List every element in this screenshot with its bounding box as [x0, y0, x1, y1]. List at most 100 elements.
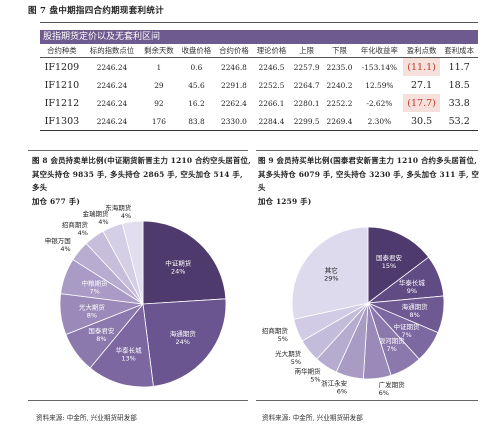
- slice-label: 招商期货 4%: [62, 220, 89, 237]
- caption-line: 加仓 1259 手): [258, 196, 312, 206]
- caption-line: 图 8 会员持卖单比例(中证期货新晋主力 1210 合约空头居首位,: [32, 156, 251, 165]
- table-cell: 11.7: [448, 61, 470, 73]
- slice-label: 招商期货 5%: [262, 326, 289, 343]
- col-header: 收盘价格: [177, 44, 216, 58]
- slice-label: 中证期货 7%: [394, 322, 421, 339]
- slice-label: 广发期货 6%: [379, 380, 406, 395]
- pie-slice: [291, 226, 369, 320]
- pie-slice: [121, 220, 144, 305]
- slice-label: 华泰长城 9%: [399, 278, 426, 295]
- col-header: 上限: [290, 44, 324, 58]
- table-cell: 2252.5: [258, 80, 285, 90]
- table-header-row: 合约种类 标的指数点位 剩余天数 收盘价格 合约价格 理论价格 上限 下限 年化…: [40, 44, 478, 58]
- figure9-pie-chart: 国泰君安 15% 华泰长城 9% 海通期货 8% 中证期货 7%银河期货 7% 广发期货 6% 浙江永…: [262, 226, 445, 395]
- slice-label: 银河期货 7%: [379, 336, 406, 353]
- table-cell: 18.5: [448, 79, 470, 91]
- table-banner: 股指期货定价以及无套利区间: [40, 30, 478, 44]
- table-cell: 2235.0: [326, 62, 353, 72]
- col-header: 合约价格: [215, 44, 253, 58]
- caption-line: 其多头持仓 6079 手, 空头持仓 3230 手, 多头加仓 311 手, 空…: [258, 169, 480, 193]
- slice-label: 海通期货 24%: [170, 329, 197, 346]
- table-cell: 2266.1: [258, 98, 285, 108]
- slice-label: 其它 29%: [324, 266, 338, 283]
- table-cell: 2269.4: [323, 112, 356, 131]
- table-cell: 0.6: [190, 62, 203, 72]
- table-cell: 2291.8: [221, 80, 247, 90]
- table-cell: 2264.7: [293, 80, 320, 90]
- slice-label: 中粮期货 7%: [82, 279, 109, 296]
- arbitrage-table: 合约种类 标的指数点位 剩余天数 收盘价格 合约价格 理论价格 上限 下限 年化…: [40, 44, 478, 131]
- caption-line: 其空头持仓 9835 手, 多头持仓 2865 手, 空头加仓 514 手, 多…: [32, 169, 243, 193]
- table-cell: 2.30%: [355, 112, 403, 131]
- col-header: 理论价格: [252, 44, 291, 58]
- table-cell: 2246.8: [221, 62, 247, 72]
- slice-label: 南华期货 5%: [295, 367, 322, 384]
- pie-slice: [89, 303, 154, 388]
- table-cell: 2280.1: [293, 98, 320, 108]
- table-cell: 30.5: [402, 112, 441, 131]
- table-cell: 33.8: [448, 97, 470, 109]
- slice-label: 光大期货 5%: [275, 349, 302, 366]
- fig9-top-rule: [256, 150, 478, 151]
- slice-label: 华泰长城 13%: [116, 345, 143, 362]
- caption-line: 加仓 677 手): [32, 196, 81, 206]
- table-cell: -153.14%: [361, 62, 398, 72]
- table-cell: IF1210: [44, 79, 80, 91]
- top-rule: [40, 22, 478, 23]
- table-cell: IF1209: [44, 61, 80, 73]
- figure8-caption: 图 8 会员持卖单比例(中证期货新晋主力 1210 合约空头居首位, 其空头持仓…: [32, 154, 252, 208]
- figure8-source: 资料来源: 中金所, 兴业期货研发部: [36, 414, 137, 422]
- table-cell: 12.59%: [365, 80, 394, 90]
- table-cell: 1: [156, 62, 162, 72]
- slice-label: 金瑞期货 4%: [83, 209, 110, 226]
- pie-slice: [367, 226, 430, 304]
- slice-label: 海通期货 8%: [402, 302, 429, 319]
- table-cell: IF1212: [44, 97, 80, 109]
- table-cell: IF1303: [40, 112, 84, 131]
- table-cell: 92: [154, 98, 164, 108]
- slice-label: 国泰君安 8%: [88, 326, 115, 343]
- table-cell: -2.62%: [366, 98, 393, 108]
- table-row: IF1303 2246.24 176 83.8 2330.0 2284.4 22…: [40, 112, 478, 131]
- table-cell: 83.8: [177, 112, 216, 131]
- table-cell: 53.2: [440, 112, 478, 131]
- slice-label: 中证期货 24%: [165, 259, 192, 276]
- figure8-pie-chart: 中证期货 24% 海通期货 24% 华泰长城 13%国泰君安 8% 光大期货 8% 中粮期货 7% 申…: [45, 203, 227, 388]
- fig8-bottom-rule: [28, 400, 248, 401]
- table-cell: 2246.24: [96, 80, 128, 90]
- table-cell: 2284.4: [252, 112, 291, 131]
- table-cell: 2246.24: [96, 98, 128, 108]
- slice-label: 浙江永安 6%: [321, 378, 348, 395]
- slice-label: 东海期货 4%: [105, 203, 132, 220]
- table-cell: (17.7): [402, 94, 441, 112]
- table-row: IF1212 2246.24 92 16.2 2262.4 2266.1 228…: [40, 94, 478, 112]
- col-header: 合约种类: [40, 44, 84, 58]
- fig8-top-rule: [28, 150, 248, 151]
- table-row: IF1210 2246.24 29 45.6 2291.8 2252.5 226…: [40, 76, 478, 94]
- fig9-bottom-rule: [256, 400, 478, 401]
- col-header: 年化收益率: [355, 44, 403, 58]
- figure9-caption: 图 9 会员持买单比例(国泰君安新晋主力 1210 合约多头居首位, 其多头持仓…: [258, 154, 480, 208]
- table-row: IF1209 2246.24 1 0.6 2246.8 2246.5 2257.…: [40, 57, 478, 76]
- table-cell: 27.1: [411, 79, 433, 91]
- col-header: 剩余天数: [140, 44, 178, 58]
- table-cell: 176: [140, 112, 178, 131]
- table-cell: (11.1): [402, 57, 441, 76]
- figure7-title: 图 7 盘中期指四合约期现套利统计: [28, 6, 164, 16]
- figure9-source: 资料来源: 中金所, 兴业期货研发部: [262, 414, 363, 422]
- slice-label: 国泰君安 15%: [376, 253, 403, 270]
- table-cell: 2252.2: [326, 98, 353, 108]
- caption-line: 图 9 会员持买单比例(国泰君安新晋主力 1210 合约多头居首位,: [258, 156, 477, 165]
- col-header: 标的指数点位: [83, 44, 141, 58]
- table-cell: 2262.4: [221, 98, 247, 108]
- table-cell: 2246.24: [96, 62, 128, 72]
- pie-slice: [142, 220, 227, 305]
- table-cell: 16.2: [188, 98, 205, 108]
- table-cell: 2246.24: [83, 112, 141, 131]
- table-cell: 2299.5: [290, 112, 324, 131]
- table-cell: 29: [154, 80, 164, 90]
- table-cell: 2246.5: [258, 62, 285, 72]
- table-cell: 2330.0: [215, 112, 253, 131]
- table-cell: 2240.2: [326, 80, 353, 90]
- col-header: 下限: [323, 44, 356, 58]
